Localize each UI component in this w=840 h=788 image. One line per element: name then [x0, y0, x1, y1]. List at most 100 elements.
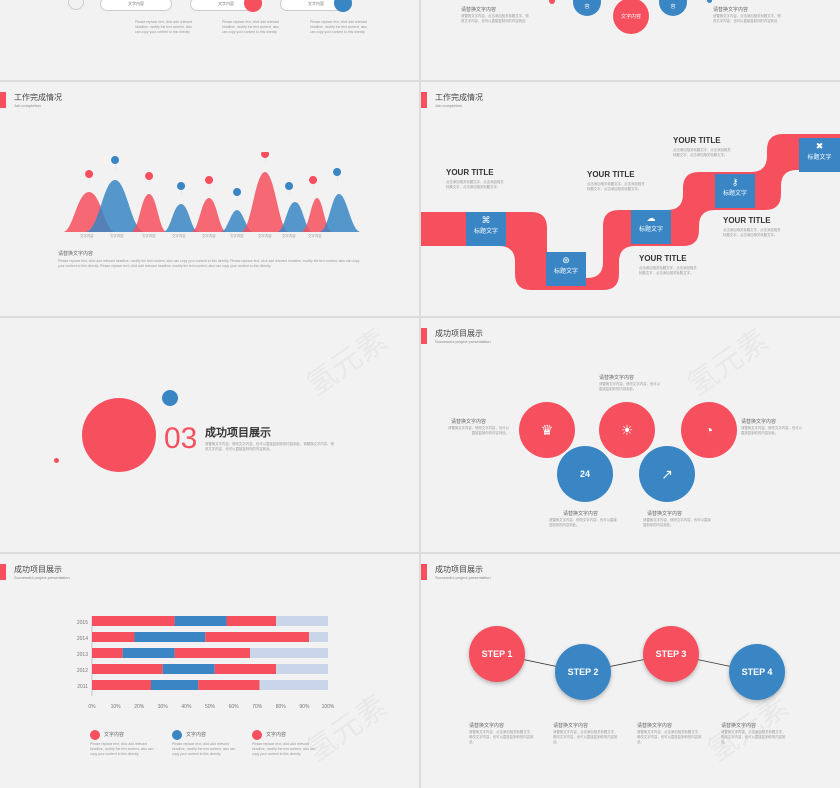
- x-tick-label: 60%: [229, 704, 240, 710]
- mtn-label-8: 文字内容: [282, 234, 296, 238]
- bar-segment: [259, 680, 328, 690]
- para-5: 点击添加相关标题文字，点击添加相关标题文字，点击添加相关标题文字。: [639, 266, 697, 275]
- slide-6[interactable]: 成功项目展示 Successful project presentation 氢…: [421, 318, 840, 552]
- slide-4[interactable]: 工作完成情况 Job completion ⌘ 标题文字 ⊛ 标题文字 ☁ 标题文字 …: [421, 82, 840, 316]
- slide-7[interactable]: 成功项目展示 Successful project presentation 氢…: [0, 554, 419, 788]
- slide-2[interactable]: 请替换文字内容 请替换文字内容，点击添加相关标题文字，修改文字内容，也可以直接复…: [421, 0, 840, 80]
- x-tick-label: 10%: [111, 704, 122, 710]
- bar-segment: [214, 664, 277, 674]
- pill-1: 文字内容: [100, 0, 172, 11]
- clock-24-icon: 24: [579, 469, 590, 479]
- slide-title: 成功项目展示: [435, 329, 483, 338]
- para-4: 点击添加相关标题文字，点击添加相关标题文字，点击添加相关标题文字。: [723, 228, 781, 237]
- mountain-chart: [63, 152, 361, 232]
- slide-title: 工作完成情况: [435, 93, 483, 102]
- tools-icon: ✖: [815, 141, 824, 151]
- circle-trophy: ♛: [519, 402, 575, 458]
- text-title-top: 请替换文字内容: [599, 375, 635, 381]
- text-title-right: 请替换文字内容: [741, 419, 777, 425]
- bar-segment: [309, 632, 328, 642]
- text-title-left: 请替换文字内容: [451, 419, 487, 425]
- slide-subtitle: Job completion: [435, 103, 462, 108]
- big-red-circle: [82, 398, 156, 472]
- label-box-3: ☁ 标题文字: [631, 210, 671, 244]
- growth-chart-icon: ↗: [661, 466, 673, 482]
- header-accent: [421, 564, 427, 580]
- legend-label-2: 文字内容: [186, 732, 207, 738]
- dot-red: [549, 0, 555, 4]
- x-tick-label: 80%: [276, 704, 287, 710]
- step-3-para: 请替换文字内容，点击添加相关标题文字，修改文字内容，也可以直接复制你的内容到此。: [637, 730, 702, 744]
- text-title-br: 请替换文字内容: [647, 511, 683, 517]
- bar-segment: [250, 648, 328, 658]
- header-accent: [421, 92, 427, 108]
- x-tick-label: 100%: [322, 704, 335, 710]
- text-para: Please replace text, click add relevant …: [58, 259, 360, 268]
- step-3[interactable]: STEP 3: [643, 626, 699, 682]
- bar-segment: [92, 680, 151, 690]
- y-tick-label: 2011: [77, 684, 88, 690]
- red-center-circle: 文字内容: [613, 0, 649, 34]
- slide-3[interactable]: 工作完成情况 Job completion: [0, 82, 419, 316]
- bar-segment: [226, 616, 277, 626]
- lightbulb-icon: ☀: [620, 422, 634, 438]
- bar-segment: [162, 664, 215, 674]
- legend-label-1: 文字内容: [104, 732, 125, 738]
- x-tick-label: 70%: [252, 704, 263, 710]
- step-2[interactable]: STEP 2: [555, 644, 611, 700]
- y-tick-label: 2014: [77, 636, 88, 642]
- legend-para-2: Please replace text, click add relevant …: [172, 742, 236, 756]
- header-accent: [0, 92, 6, 108]
- label-box-5: ✖ 标题文字: [799, 138, 840, 172]
- rocket-icon: [334, 0, 352, 12]
- para-3: Please replace text, click add relevant …: [310, 20, 367, 34]
- section-para: 请替换文字内容，修改文字内容，也可以直接复制你的内容到此，请替换文字内容，修改文…: [205, 442, 334, 451]
- key-icon: ⚷: [731, 177, 739, 187]
- slide-1[interactable]: 文字内容 文字内容 文字内容 Please replace text, clic…: [0, 0, 419, 80]
- hierarchy-icon: ⌘: [481, 215, 491, 225]
- x-tick-label: 30%: [158, 704, 169, 710]
- slide-subtitle: Successful project presentation: [435, 575, 491, 580]
- step-1-para: 请替换文字内容，点击添加相关标题文字，修改文字内容，也可以直接复制你的内容到此。: [469, 730, 534, 744]
- text-para-left: 请替换文字内容，点击添加相关标题文字，修改文字内容，也可以直接复制你的内容到此: [461, 14, 529, 23]
- y-tick-label: 2015: [77, 620, 88, 626]
- header-accent: [421, 328, 427, 344]
- mtn-label-1: 文字内容: [80, 234, 94, 238]
- text-para-bl: 请替换文字内容，修改文字内容，也可以直接复制你的内容到此。: [549, 518, 617, 527]
- dot-blue: [707, 0, 712, 3]
- y-tick-label: 2013: [77, 652, 88, 658]
- bar-segment: [92, 616, 175, 626]
- step-4-title: 请替换文字内容: [721, 723, 757, 729]
- slide-5[interactable]: 03 成功项目展示 请替换文字内容，修改文字内容，也可以直接复制你的内容到此，请…: [0, 318, 419, 552]
- step-1-title: 请替换文字内容: [469, 723, 505, 729]
- bar-segment: [92, 632, 135, 642]
- legend-label-3: 文字内容: [266, 732, 287, 738]
- text-para-right: 请替换文字内容，点击添加相关标题文字，修改文字内容，也可以直接复制你的内容到此: [713, 14, 781, 23]
- mtn-label-5: 文字内容: [202, 234, 216, 238]
- label-box-2: ⊛ 标题文字: [546, 252, 586, 286]
- your-title-4: YOUR TITLE: [723, 216, 771, 225]
- legend-para-3: Please replace text, click add relevant …: [252, 742, 316, 756]
- your-title-5: YOUR TITLE: [639, 254, 687, 263]
- x-tick-label: 50%: [205, 704, 216, 710]
- step-4[interactable]: STEP 4: [729, 644, 785, 700]
- slide-subtitle: Job completion: [14, 103, 41, 108]
- step-2-para: 请替换文字内容，点击添加相关标题文字，修改文字内容，也可以直接复制你的内容到此。: [553, 730, 618, 744]
- label-box-1: ⌘ 标题文字: [466, 212, 506, 246]
- map-pin-icon: [85, 152, 342, 204]
- x-tick-label: 20%: [134, 704, 145, 710]
- circle-bulb: ☀: [599, 402, 655, 458]
- slide-8[interactable]: 成功项目展示 Successful project presentation 氢…: [421, 554, 840, 788]
- stacked-bar-chart: 2015 2014 2013 2012 2011 0% 10% 20% 30% 40% 50% 60%…: [77, 616, 335, 710]
- bar-segment: [276, 616, 328, 626]
- blue-circle-left: 容: [573, 0, 601, 16]
- bar-segment: [134, 632, 206, 642]
- section-title: 成功项目展示: [205, 427, 271, 439]
- mtn-label-7: 文字内容: [258, 234, 272, 238]
- step-4-para: 请替换文字内容，点击添加相关标题文字，修改文字内容，也可以直接复制你的内容到此。: [721, 730, 786, 744]
- mtn-label-9: 文字内容: [308, 234, 322, 238]
- step-1[interactable]: STEP 1: [469, 626, 525, 682]
- bar-segment: [174, 616, 227, 626]
- bar-segment: [174, 648, 251, 658]
- para-1: Please replace text, click add relevant …: [135, 20, 192, 34]
